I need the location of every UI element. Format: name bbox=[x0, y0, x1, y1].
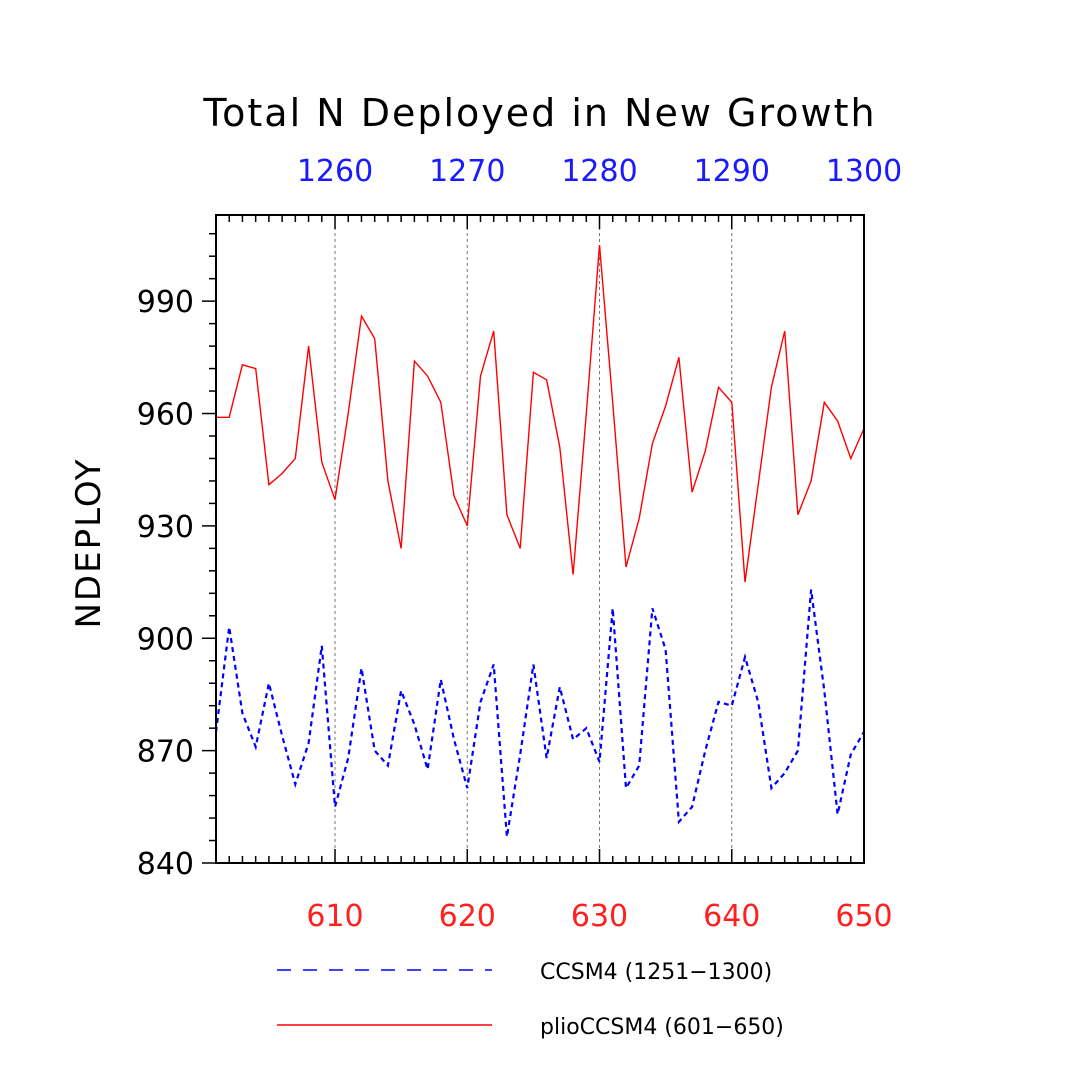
bottom-tick-label: 650 bbox=[835, 899, 892, 934]
bottom-tick-label: 610 bbox=[306, 899, 363, 934]
legend-label-pliocssm4: plioCCSM4 (601−650) bbox=[540, 1015, 784, 1040]
legend-label-ccsm4: CCSM4 (1251−1300) bbox=[540, 960, 772, 985]
bottom-tick-label: 620 bbox=[439, 899, 496, 934]
top-tick-label: 1270 bbox=[429, 154, 505, 189]
top-tick-label: 1300 bbox=[826, 154, 902, 189]
series-line-ccsm4 bbox=[214, 589, 865, 837]
y-tick-label: 840 bbox=[137, 847, 194, 882]
grid-lines bbox=[334, 215, 733, 863]
bottom-tick-label: 640 bbox=[703, 899, 760, 934]
y-tick-label: 930 bbox=[137, 510, 194, 545]
series-line-pliocssm4 bbox=[216, 244, 865, 583]
y-tick-label: 990 bbox=[137, 285, 194, 320]
top-tick-label: 1290 bbox=[694, 154, 770, 189]
bottom-tick-label: 630 bbox=[571, 899, 628, 934]
plot-frame bbox=[215, 214, 865, 864]
chart-title: Total N Deployed in New Growth bbox=[202, 91, 876, 135]
y-tick-label: 870 bbox=[137, 735, 194, 770]
y-tick-label: 960 bbox=[137, 398, 194, 433]
y-tick-label: 900 bbox=[137, 622, 194, 657]
top-tick-label: 1260 bbox=[297, 154, 373, 189]
top-tick-label: 1280 bbox=[561, 154, 637, 189]
axes: 610 620 630 640 650 1260 1270 1280 1290 1300 840 87… bbox=[137, 154, 902, 934]
series-group bbox=[214, 244, 865, 837]
y-axis-label: NDEPLOY bbox=[69, 457, 109, 628]
legend: CCSM4 (1251−1300) plioCCSM4 (601−650) bbox=[277, 960, 784, 1040]
